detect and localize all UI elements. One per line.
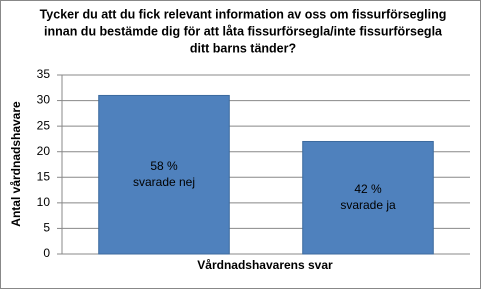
y-tick-label: 30: [37, 93, 51, 107]
y-tick-label: 20: [37, 144, 51, 158]
x-axis-title: Vårdnadshavarens svar: [197, 258, 333, 272]
chart-title: Tycker du att du fick relevant informati…: [40, 7, 447, 21]
y-tick-label: 10: [37, 195, 51, 209]
chart-title: ditt barns tänder?: [190, 41, 296, 55]
y-tick-label: 5: [43, 221, 50, 235]
bar-label: 58 %: [150, 159, 178, 173]
bar-label: 42 %: [354, 182, 382, 196]
y-axis-title: Antal vårdnadshavare: [9, 101, 23, 227]
bar-label: svarade ja: [340, 198, 396, 212]
y-tick-label: 0: [43, 246, 50, 260]
bar-label: svarade nej: [133, 175, 195, 189]
bar: [302, 140, 434, 255]
bar: [98, 94, 230, 255]
chart-title: innan du bestämde dig för att låta fissu…: [44, 24, 443, 38]
y-tick-label: 35: [37, 67, 51, 81]
y-tick-label: 15: [37, 169, 51, 183]
y-tick-label: 25: [37, 118, 51, 132]
